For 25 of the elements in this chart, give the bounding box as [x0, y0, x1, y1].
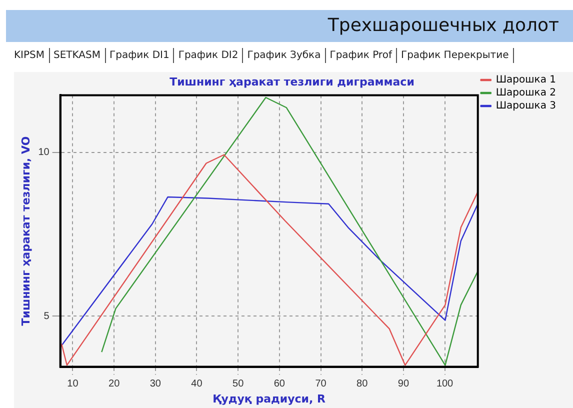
chart-title: Тишнинг ҳаракат тезлиги диграммаси: [170, 75, 414, 88]
y-axis-title: Тишнинг ҳаракат тезлиги, VO: [19, 136, 32, 326]
x-tick-label: 30: [150, 378, 162, 390]
text: График Перекрытие: [396, 48, 514, 63]
x-tick-label: 50: [232, 378, 244, 390]
text: График Зубка: [243, 48, 326, 63]
x-tick-label: 80: [356, 378, 368, 390]
legend-label: Шарошка 1: [496, 74, 556, 86]
x-tick-label: 100: [436, 378, 454, 390]
x-tick-label: 70: [315, 378, 327, 390]
text: График DI1: [106, 48, 174, 63]
text: График Prof: [326, 48, 397, 63]
legend-label: Шарошка 3: [496, 100, 556, 112]
text: Трехшарошечных долот: [328, 15, 559, 36]
x-tick-label: 20: [108, 378, 120, 390]
text: SETKASM: [50, 48, 106, 63]
text: KIPSM: [10, 48, 50, 63]
legend-label: Шарошка 2: [496, 88, 556, 99]
x-axis-title: Қудуқ радиуси, R: [212, 392, 326, 406]
x-tick-label: 60: [274, 378, 286, 390]
text: График DI2: [174, 48, 244, 63]
y-tick-label: 5: [44, 310, 50, 322]
x-tick-label: 40: [191, 378, 203, 390]
x-tick-label: 10: [67, 378, 79, 390]
x-tick-label: 90: [398, 378, 410, 390]
